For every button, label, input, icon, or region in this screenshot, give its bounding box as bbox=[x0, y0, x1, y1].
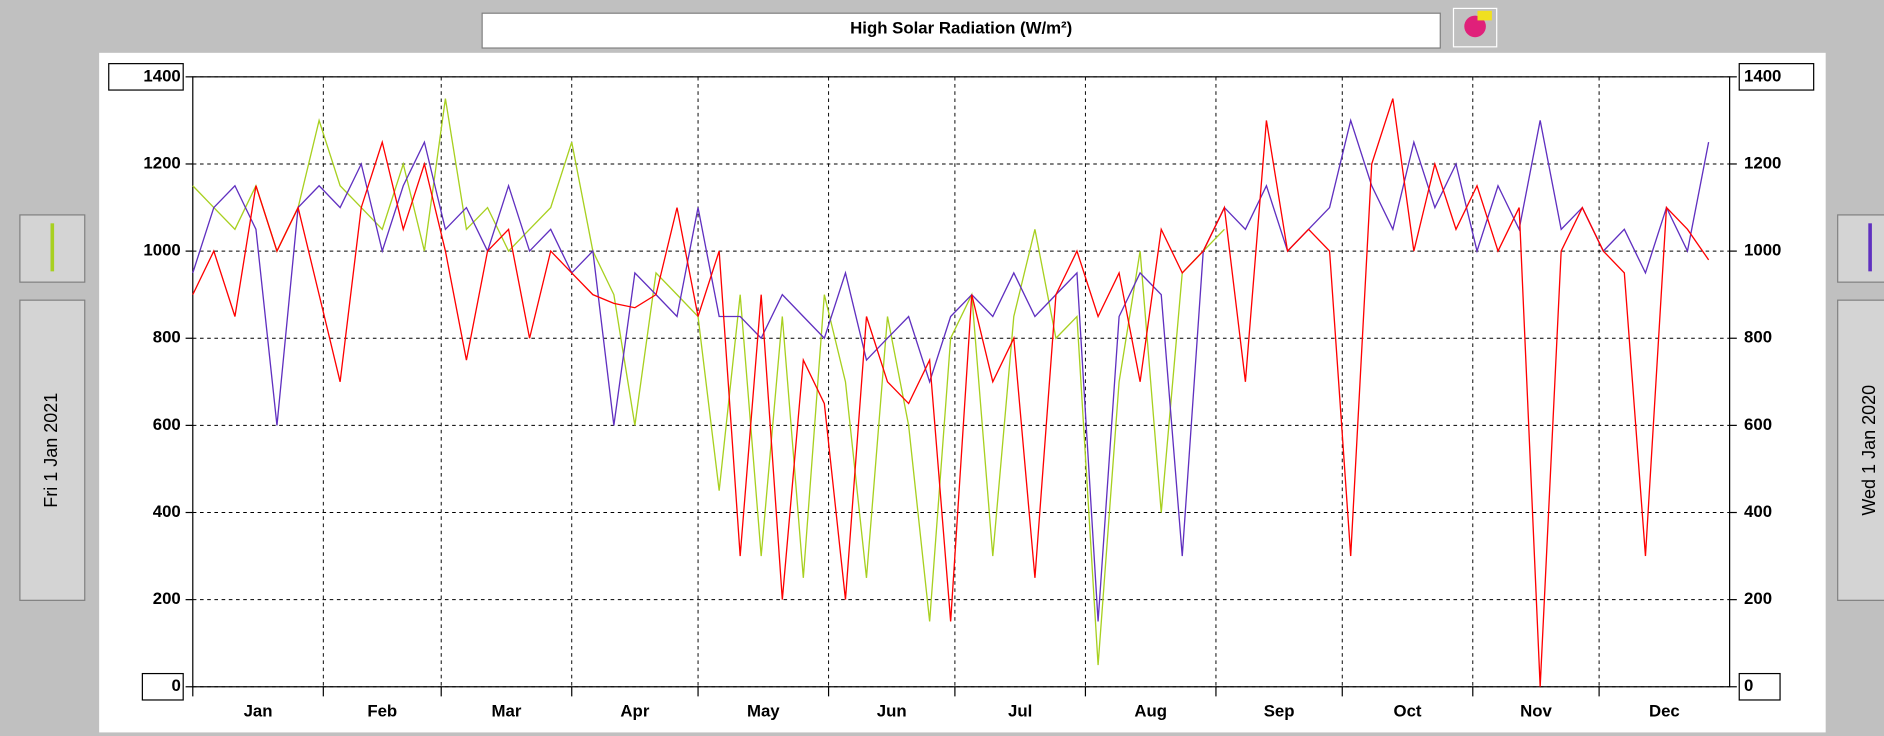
y2-tick-label: 600 bbox=[1744, 415, 1772, 434]
x-tick-label: Apr bbox=[620, 701, 649, 720]
x-tick-label: Jul bbox=[1008, 701, 1032, 720]
legend-label: Wed 1 Jan 2020 bbox=[1859, 385, 1879, 516]
x-tick-label: Feb bbox=[367, 701, 397, 720]
x-tick-label: Jun bbox=[877, 701, 907, 720]
y2-tick-label: 1200 bbox=[1744, 153, 1781, 172]
x-tick-label: Nov bbox=[1520, 701, 1552, 720]
x-tick-label: Dec bbox=[1649, 701, 1680, 720]
title-box bbox=[481, 12, 1441, 49]
y-tick-label: 400 bbox=[153, 502, 181, 521]
icon-button[interactable] bbox=[1452, 7, 1498, 48]
y-tick-label: 0 bbox=[171, 676, 180, 695]
y2-tick-box bbox=[1738, 63, 1815, 91]
icon-part[interactable] bbox=[1477, 10, 1492, 21]
x-tick-label: Mar bbox=[492, 701, 522, 720]
x-tick-label: Oct bbox=[1394, 701, 1422, 720]
chart-title: High Solar Radiation (W/m²) bbox=[850, 18, 1072, 37]
series-line bbox=[192, 98, 1225, 666]
y-tick-label: 600 bbox=[153, 415, 181, 434]
y2-tick-label: 400 bbox=[1744, 502, 1772, 521]
y2-tick-label: 1400 bbox=[1744, 66, 1781, 85]
legend-label: Fri 1 Jan 2021 bbox=[41, 393, 61, 508]
x-tick-label: Jan bbox=[244, 701, 273, 720]
left-label-tab[interactable] bbox=[19, 299, 86, 601]
y-tick-label: 1000 bbox=[143, 241, 180, 260]
plot-frame bbox=[192, 76, 1731, 688]
y2-tick-box bbox=[1738, 672, 1781, 701]
y-tick-label: 800 bbox=[153, 328, 181, 347]
x-tick-label: Sep bbox=[1264, 701, 1295, 720]
y-tick-label: 1400 bbox=[143, 66, 180, 85]
y-tick-box bbox=[141, 672, 184, 701]
y-tick-label: 1200 bbox=[143, 153, 180, 172]
y2-tick-label: 1000 bbox=[1744, 241, 1781, 260]
y2-tick-label: 800 bbox=[1744, 328, 1772, 347]
series-line bbox=[192, 98, 1710, 687]
icon[interactable] bbox=[1464, 15, 1486, 38]
y2-tick-label: 200 bbox=[1744, 589, 1772, 608]
plot-area bbox=[192, 76, 1730, 687]
y-tick-box bbox=[108, 63, 184, 91]
x-tick-label: Aug bbox=[1134, 701, 1167, 720]
x-tick-label: May bbox=[747, 701, 780, 720]
y-tick-label: 200 bbox=[153, 589, 181, 608]
y2-tick-label: 0 bbox=[1744, 676, 1753, 695]
right-legend-tab[interactable] bbox=[1837, 214, 1884, 283]
right-label-tab[interactable] bbox=[1837, 299, 1884, 601]
series-line bbox=[192, 117, 1710, 622]
